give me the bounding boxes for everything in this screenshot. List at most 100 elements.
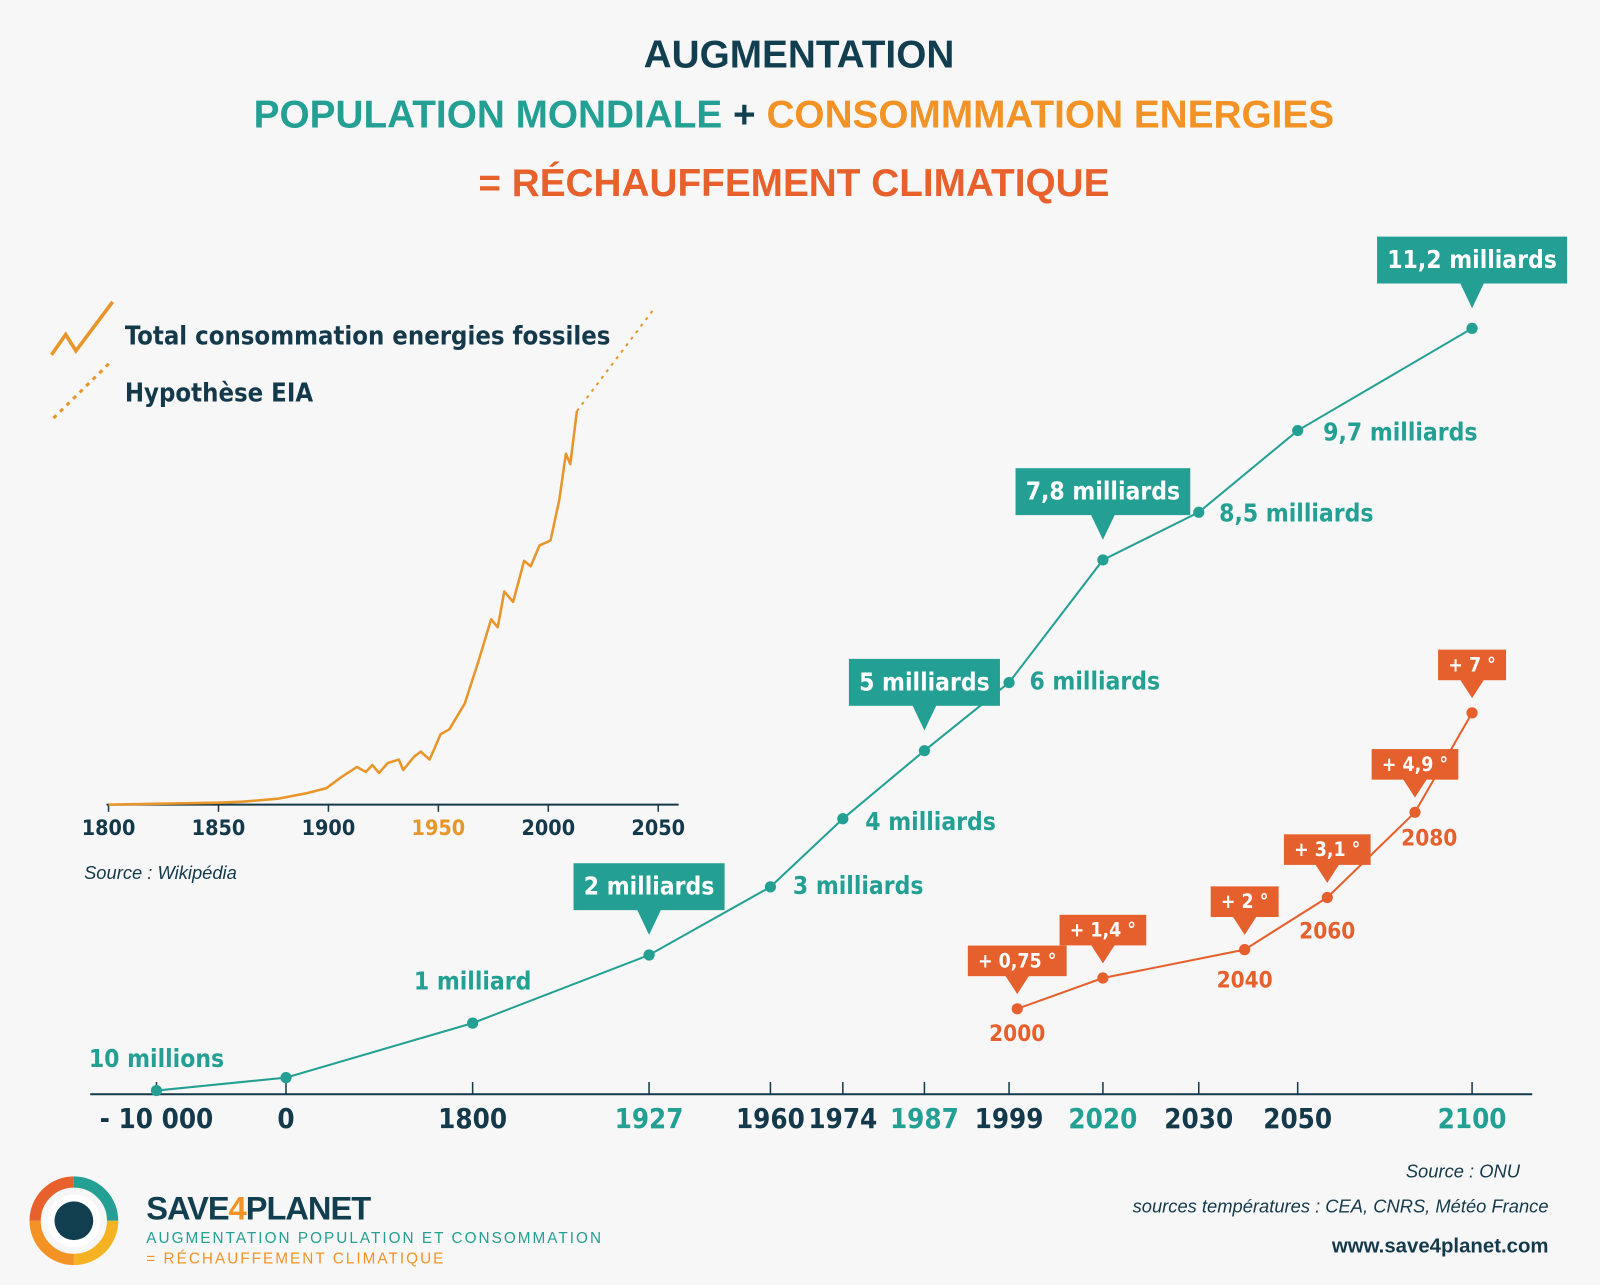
x-tick-label: 1850 — [192, 816, 246, 841]
point-year-label: 2040 — [1217, 968, 1273, 994]
x-tick-label: 2050 — [1263, 1103, 1332, 1135]
x-tick-label: - 10 000 — [100, 1103, 214, 1135]
temperature-point — [1321, 891, 1333, 904]
tagline: AUGMENTATION POPULATION ET CONSOMMATION — [146, 1230, 603, 1247]
legend-icon-solid — [49, 300, 115, 356]
title-energy: CONSOMMMATION ENERGIES — [766, 94, 1334, 137]
callout-box — [1015, 468, 1191, 516]
data-label: 4 milliards — [865, 807, 996, 836]
callout-box — [1438, 649, 1507, 681]
logo-core — [54, 1201, 94, 1241]
callout-box — [1377, 236, 1568, 284]
logo-save: SAVE — [146, 1189, 229, 1226]
population-point — [1292, 424, 1304, 437]
population-point — [150, 1084, 163, 1097]
population-point — [280, 1071, 292, 1084]
population-point — [918, 745, 931, 757]
data-label: 10 millions — [89, 1044, 224, 1073]
data-label: 1 milliard — [414, 966, 532, 995]
x-tick-label: 2100 — [1438, 1103, 1507, 1135]
title-line3: = RÉCHAUFFEMENT CLIMATIQUE — [478, 161, 1109, 205]
energy-line — [576, 308, 655, 412]
population-point — [837, 813, 849, 825]
temperature-point — [1239, 944, 1251, 956]
callout-arrow — [1090, 514, 1116, 540]
x-tick-label: 1999 — [975, 1103, 1044, 1135]
title-line1: AUGMENTATION — [644, 33, 955, 76]
population-point — [1097, 554, 1109, 566]
temperature-source: sources températures : CEA, CNRS, Météo … — [1133, 1195, 1549, 1216]
logo-planet: PLANET — [246, 1189, 371, 1226]
x-tick-label: 2000 — [521, 816, 575, 841]
x-tick-label: 1900 — [302, 816, 356, 841]
logo-ring — [73, 1220, 119, 1266]
population-point — [467, 1017, 479, 1029]
callout-box — [1210, 886, 1279, 917]
data-label: + 2 ° — [1221, 890, 1269, 913]
title-line2: POPULATION MONDIALE + CONSOMMMATION ENER… — [254, 94, 1334, 137]
logo-ring — [29, 1220, 75, 1266]
callout-arrow — [1232, 915, 1257, 935]
callout-arrow — [636, 909, 662, 935]
data-label: + 7 ° — [1448, 653, 1496, 676]
title-plus: + — [733, 94, 756, 137]
callout-arrow — [1402, 778, 1428, 798]
data-label: 11,2 milliards — [1387, 245, 1557, 274]
data-label: 9,7 milliards — [1323, 418, 1477, 447]
callout-arrow — [1090, 944, 1116, 964]
x-tick-label: 2020 — [1068, 1103, 1137, 1135]
data-label: 5 milliards — [859, 667, 990, 696]
logo-ring — [73, 1176, 119, 1222]
data-label: 2 milliards — [584, 872, 715, 901]
population-point — [643, 949, 655, 961]
callout-arrow — [912, 704, 937, 731]
title-population: POPULATION MONDIALE — [254, 94, 723, 137]
legend-icon-dashed — [52, 360, 112, 420]
x-tick-label: 1987 — [890, 1103, 959, 1135]
data-label: 8,5 milliards — [1219, 498, 1373, 527]
population-point — [1003, 676, 1015, 689]
callout-box — [1283, 834, 1371, 865]
tagline: = RÉCHAUFFEMENT CLIMATIQUE — [146, 1251, 445, 1268]
temperature-line — [1016, 712, 1473, 1010]
temperature-point — [1466, 707, 1478, 719]
population-source: Source : ONU — [1406, 1161, 1521, 1182]
data-label: 6 milliards — [1029, 667, 1160, 696]
temperature-point — [1011, 1003, 1023, 1015]
point-year-label: 2000 — [989, 1021, 1045, 1047]
callout-arrow — [1004, 975, 1030, 995]
x-tick-label: 2050 — [631, 816, 685, 841]
x-tick-label: 2030 — [1164, 1103, 1233, 1135]
logo-4: 4 — [229, 1189, 247, 1226]
population-line — [156, 327, 1473, 1092]
data-label: + 0,75 ° — [978, 949, 1056, 972]
point-year-label: 2080 — [1401, 825, 1457, 851]
x-tick-label: 1950 — [412, 816, 466, 841]
point-year-label: 2060 — [1299, 919, 1355, 945]
x-tick-label: 0 — [277, 1103, 294, 1135]
logo-ring — [29, 1176, 75, 1222]
x-tick-label: 1800 — [438, 1103, 507, 1135]
logo-text: SAVE4PLANET — [146, 1189, 371, 1226]
website: www.save4planet.com — [1331, 1236, 1549, 1258]
legend-label: Total consommation energies fossiles — [125, 322, 611, 352]
callout-box — [848, 658, 1000, 706]
callout-box — [573, 863, 725, 911]
callout-box — [967, 945, 1067, 977]
x-tick-label: 1927 — [615, 1103, 684, 1135]
legend-label: Hypothèse EIA — [125, 379, 314, 409]
population-point — [1466, 322, 1478, 334]
data-label: + 1,4 ° — [1070, 919, 1136, 942]
logo — [29, 1176, 119, 1266]
callout-box — [1059, 914, 1147, 946]
callout-arrow — [1459, 282, 1485, 309]
population-point — [764, 881, 777, 893]
data-label: + 4,9 ° — [1382, 753, 1448, 776]
temperature-point — [1409, 806, 1421, 818]
x-tick-label: 1974 — [808, 1103, 877, 1135]
population-point — [1193, 506, 1205, 518]
data-label: 7,8 milliards — [1026, 477, 1180, 506]
x-tick-label: 1800 — [82, 816, 136, 841]
